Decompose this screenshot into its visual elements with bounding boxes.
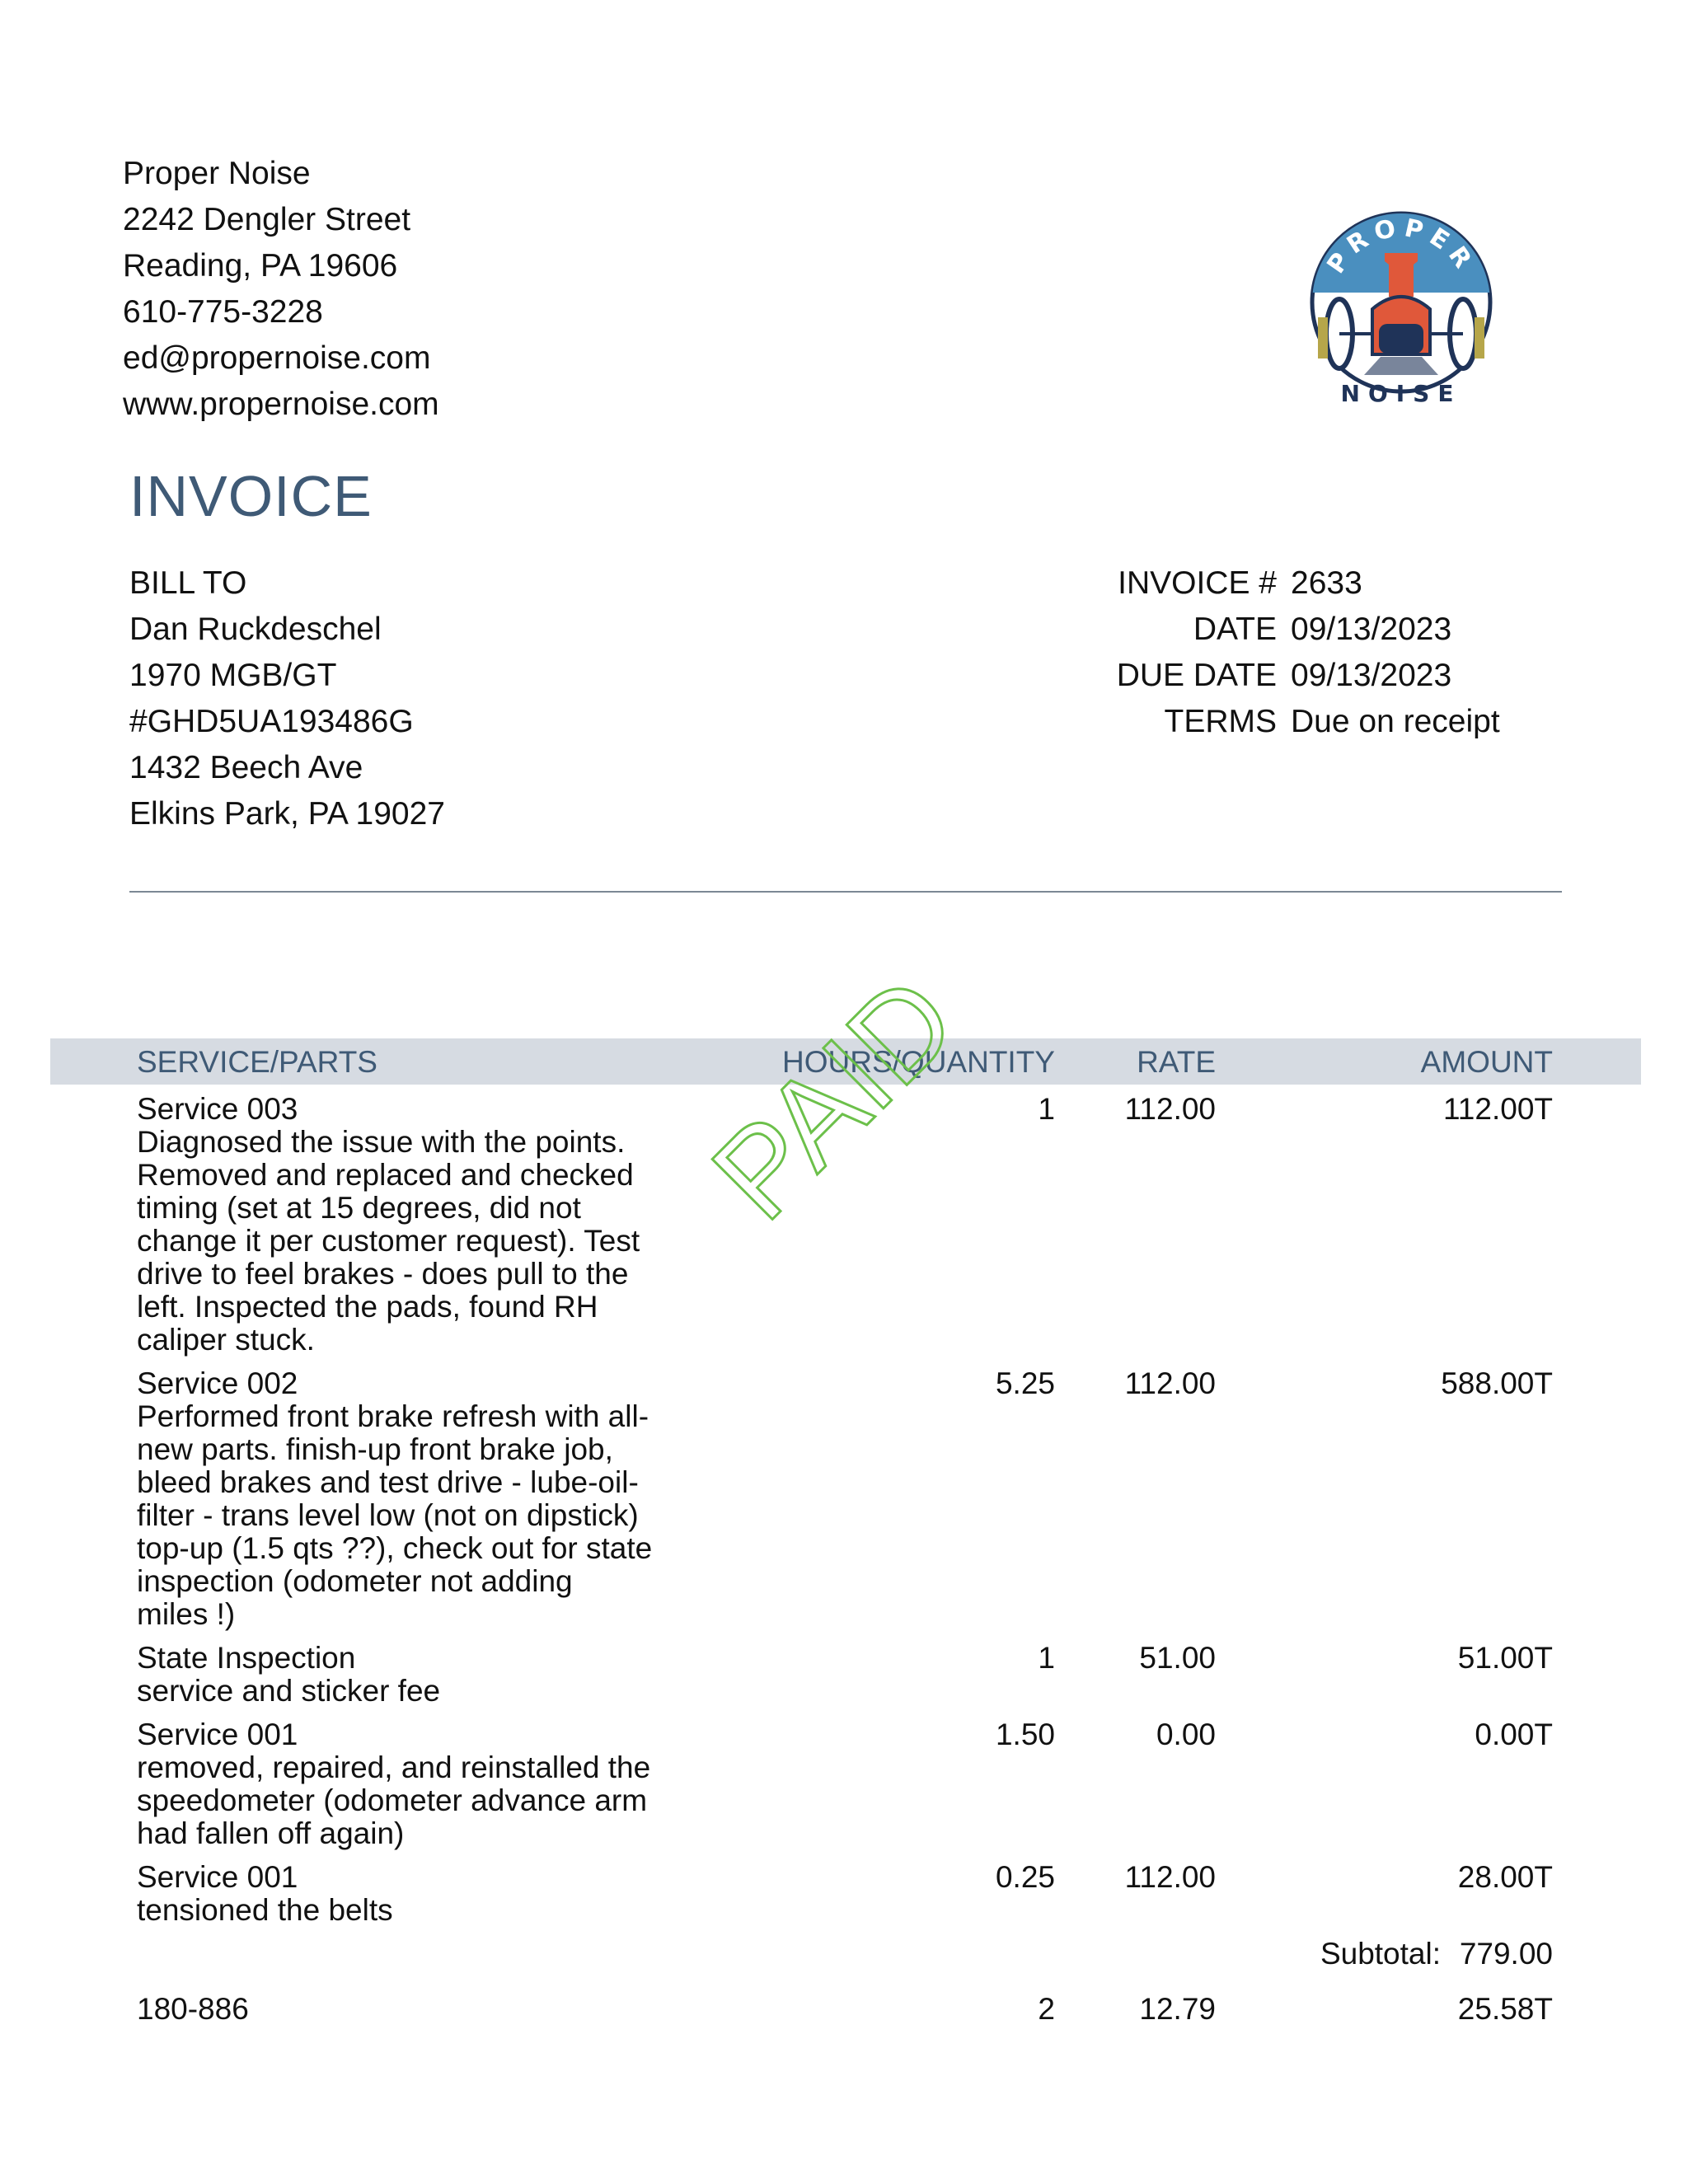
item-description-line: top-up (1.5 qts ??), check out for state bbox=[137, 1531, 653, 1565]
item-description-line: speedometer (odometer advance arm bbox=[137, 1783, 648, 1817]
item-description-line: removed, repaired, and reinstalled the bbox=[137, 1750, 651, 1784]
bill-to-line: #GHD5UA193486G bbox=[129, 704, 414, 739]
item-qty: 1.50 bbox=[995, 1718, 1055, 1751]
item-amount: 112.00T bbox=[1442, 1092, 1553, 1126]
item-rate: 51.00 bbox=[1139, 1641, 1216, 1675]
item-name: Service 001 bbox=[137, 1718, 298, 1751]
part-number: 180-886 bbox=[137, 1992, 249, 2026]
due-date-row: DUE DATE 09/13/2023 bbox=[989, 653, 1500, 699]
subtotal-value: 779.00 bbox=[1459, 1937, 1553, 1971]
date-row: DATE 09/13/2023 bbox=[989, 607, 1500, 653]
invoice-meta: INVOICE # 2633 DATE 09/13/2023 DUE DATE 09/… bbox=[989, 560, 1500, 745]
meta-value: 09/13/2023 bbox=[1291, 612, 1452, 647]
item-description-line: left. Inspected the pads, found RH bbox=[137, 1290, 598, 1324]
item-name: Service 003 bbox=[137, 1092, 298, 1126]
company-street: 2242 Dengler Street bbox=[123, 202, 411, 237]
item-description-line: filter - trans level low (not on dipstic… bbox=[137, 1498, 639, 1532]
item-qty: 1 bbox=[1038, 1092, 1055, 1126]
item-rate: 112.00 bbox=[1124, 1366, 1216, 1400]
company-info: Proper Noise 2242 Dengler Street Reading… bbox=[123, 151, 439, 428]
table-row: State Inspection service and sticker fee … bbox=[0, 1642, 1688, 1708]
table-row: Service 001 removed, repaired, and reinst… bbox=[0, 1718, 1688, 1850]
divider bbox=[129, 891, 1562, 893]
item-description-line: Removed and replaced and checked bbox=[137, 1158, 634, 1192]
meta-label: DATE bbox=[1193, 612, 1277, 647]
item-qty: 1 bbox=[1038, 1641, 1055, 1675]
company-website: www.propernoise.com bbox=[123, 387, 439, 422]
table-row: Service 001 tensioned the belts 0.25 112.0… bbox=[0, 1861, 1688, 1927]
item-rate: 12.79 bbox=[1139, 1992, 1216, 2026]
meta-label: TERMS bbox=[1164, 704, 1278, 739]
logo-wordmark: NOISE bbox=[1341, 380, 1462, 407]
item-amount: 588.00T bbox=[1441, 1366, 1553, 1400]
bill-to-label: BILL TO bbox=[129, 565, 247, 601]
item-amount: 0.00T bbox=[1475, 1718, 1553, 1751]
invoice-number-row: INVOICE # 2633 bbox=[989, 560, 1500, 607]
item-name: Service 001 bbox=[137, 1860, 298, 1894]
item-description-line: service and sticker fee bbox=[137, 1674, 441, 1708]
item-amount: 25.58T bbox=[1457, 1992, 1553, 2026]
bill-to-line: Elkins Park, PA 19027 bbox=[129, 796, 445, 832]
bill-to: BILL TO Dan Ruckdeschel 1970 MGB/GT #GHD… bbox=[129, 560, 445, 837]
item-description-line: inspection (odometer not adding bbox=[137, 1564, 573, 1598]
line-items: Service 003 Diagnosed the issue with the … bbox=[0, 1093, 1688, 2036]
item-qty: 0.25 bbox=[995, 1860, 1055, 1894]
item-description-line: bleed brakes and test drive - lube-oil- bbox=[137, 1465, 639, 1499]
item-rate: 112.00 bbox=[1124, 1092, 1216, 1126]
page-title: INVOICE bbox=[129, 464, 373, 528]
header-service: SERVICE/PARTS bbox=[137, 1045, 377, 1079]
item-rate: 112.00 bbox=[1124, 1860, 1216, 1894]
item-description-line: new parts. finish-up front brake job, bbox=[137, 1432, 613, 1466]
meta-value: 2633 bbox=[1291, 565, 1362, 601]
item-description-line: caliper stuck. bbox=[137, 1323, 315, 1357]
company-logo: PROPER NOISE bbox=[1310, 211, 1493, 407]
table-row: Service 002 Performed front brake refresh… bbox=[0, 1367, 1688, 1631]
item-description-line: change it per customer request). Test bbox=[137, 1224, 640, 1258]
subtotal-row: Subtotal: 779.00 bbox=[0, 1938, 1688, 1971]
meta-label: INVOICE # bbox=[1118, 565, 1277, 601]
company-name: Proper Noise bbox=[123, 156, 311, 191]
item-amount: 51.00T bbox=[1457, 1641, 1553, 1675]
header-qty: HOURS/QUANTITY bbox=[782, 1045, 1055, 1079]
item-description-line: tensioned the belts bbox=[137, 1893, 393, 1927]
subtotal-label: Subtotal: bbox=[1320, 1937, 1441, 1971]
bill-to-line: 1432 Beech Ave bbox=[129, 750, 363, 785]
item-qty: 5.25 bbox=[995, 1366, 1055, 1400]
item-name: State Inspection bbox=[137, 1641, 356, 1675]
item-qty: 2 bbox=[1038, 1992, 1055, 2026]
item-rate: 0.00 bbox=[1156, 1718, 1216, 1751]
bill-to-line: Dan Ruckdeschel bbox=[129, 612, 382, 647]
company-email: ed@propernoise.com bbox=[123, 340, 431, 376]
item-description-line: Diagnosed the issue with the points. bbox=[137, 1125, 626, 1159]
meta-value: Due on receipt bbox=[1291, 704, 1500, 739]
item-description-line: had fallen off again) bbox=[137, 1816, 405, 1850]
item-name: Service 002 bbox=[137, 1366, 298, 1400]
item-description-line: Performed front brake refresh with all- bbox=[137, 1399, 649, 1433]
header-rate: RATE bbox=[1137, 1045, 1216, 1079]
item-description-line: miles !) bbox=[137, 1597, 236, 1631]
terms-row: TERMS Due on receipt bbox=[989, 699, 1500, 745]
header-amount: AMOUNT bbox=[1420, 1045, 1553, 1079]
company-phone: 610-775-3228 bbox=[123, 294, 323, 330]
bill-to-line: 1970 MGB/GT bbox=[129, 658, 337, 693]
table-header: SERVICE/PARTS HOURS/QUANTITY RATE AMOUNT bbox=[50, 1038, 1641, 1085]
table-row: 180-886 2 12.79 25.58T bbox=[0, 1993, 1688, 2026]
meta-label: DUE DATE bbox=[1116, 658, 1277, 693]
item-description-line: drive to feel brakes - does pull to the bbox=[137, 1257, 629, 1291]
table-row: Service 003 Diagnosed the issue with the … bbox=[0, 1093, 1688, 1357]
item-description-line: timing (set at 15 degrees, did not bbox=[137, 1191, 581, 1225]
company-city: Reading, PA 19606 bbox=[123, 248, 398, 284]
item-amount: 28.00T bbox=[1457, 1860, 1553, 1894]
meta-value: 09/13/2023 bbox=[1291, 658, 1452, 693]
